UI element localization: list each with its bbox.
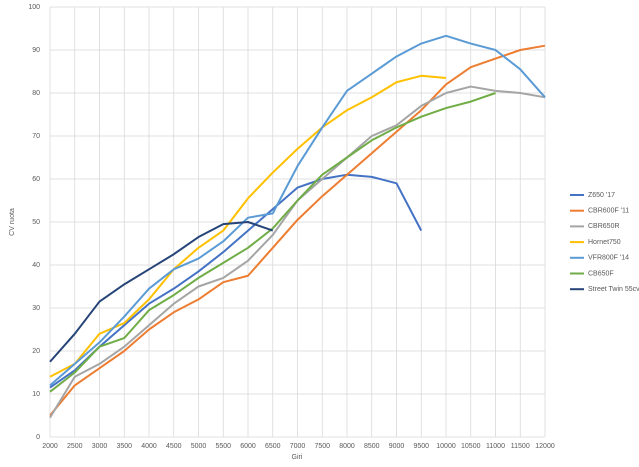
x-tick-label: 4000 — [141, 443, 157, 450]
x-tick-label: 3000 — [92, 443, 108, 450]
x-tick-label: 12000 — [535, 443, 555, 450]
legend-label: CBR600F '11 — [588, 208, 629, 215]
y-tick-label: 100 — [28, 4, 40, 11]
legend-label: VFR800F '14 — [588, 255, 629, 262]
y-tick-label: 50 — [32, 219, 40, 226]
x-tick-label: 11500 — [511, 443, 530, 450]
x-tick-label: 11000 — [486, 443, 505, 450]
y-tick-label: 10 — [32, 391, 40, 398]
x-tick-label: 2500 — [67, 443, 83, 450]
x-tick-label: 2000 — [42, 443, 58, 450]
legend-label: Hornet750 — [588, 239, 621, 246]
x-tick-label: 7000 — [290, 443, 306, 450]
x-tick-label: 6000 — [240, 443, 256, 450]
y-tick-label: 0 — [36, 434, 40, 441]
y-tick-label: 80 — [32, 90, 40, 97]
y-tick-label: 90 — [32, 47, 40, 54]
x-tick-label: 9500 — [413, 443, 429, 450]
y-axis-title: CV ruota — [9, 208, 16, 236]
legend-label: CB650F — [588, 270, 614, 277]
series-line — [49, 44, 546, 417]
series-line — [49, 92, 496, 393]
x-tick-label: 6500 — [265, 443, 281, 450]
legend-label: Street Twin 55cv — [588, 286, 639, 293]
x-tick-label: 5500 — [215, 443, 231, 450]
x-tick-label: 10500 — [461, 443, 481, 450]
x-tick-label: 10000 — [436, 443, 456, 450]
x-tick-label: 5000 — [191, 443, 207, 450]
x-axis-title: Giri — [292, 454, 303, 461]
x-tick-label: 4500 — [166, 443, 182, 450]
series-line — [49, 173, 423, 389]
series-line — [49, 221, 274, 363]
y-tick-label: 60 — [32, 176, 40, 183]
x-tick-label: 8500 — [364, 443, 380, 450]
x-tick-label: 8000 — [339, 443, 355, 450]
series-line — [49, 34, 546, 387]
y-tick-label: 30 — [32, 305, 40, 312]
legend-label: CBR650R — [588, 223, 620, 230]
y-tick-label: 20 — [32, 348, 40, 355]
x-tick-label: 7500 — [314, 443, 330, 450]
legend-label: Z650 '17 — [588, 192, 615, 199]
y-tick-label: 40 — [32, 262, 40, 269]
x-tick-label: 3500 — [116, 443, 132, 450]
x-tick-label: 9000 — [389, 443, 405, 450]
y-tick-label: 70 — [32, 133, 40, 140]
